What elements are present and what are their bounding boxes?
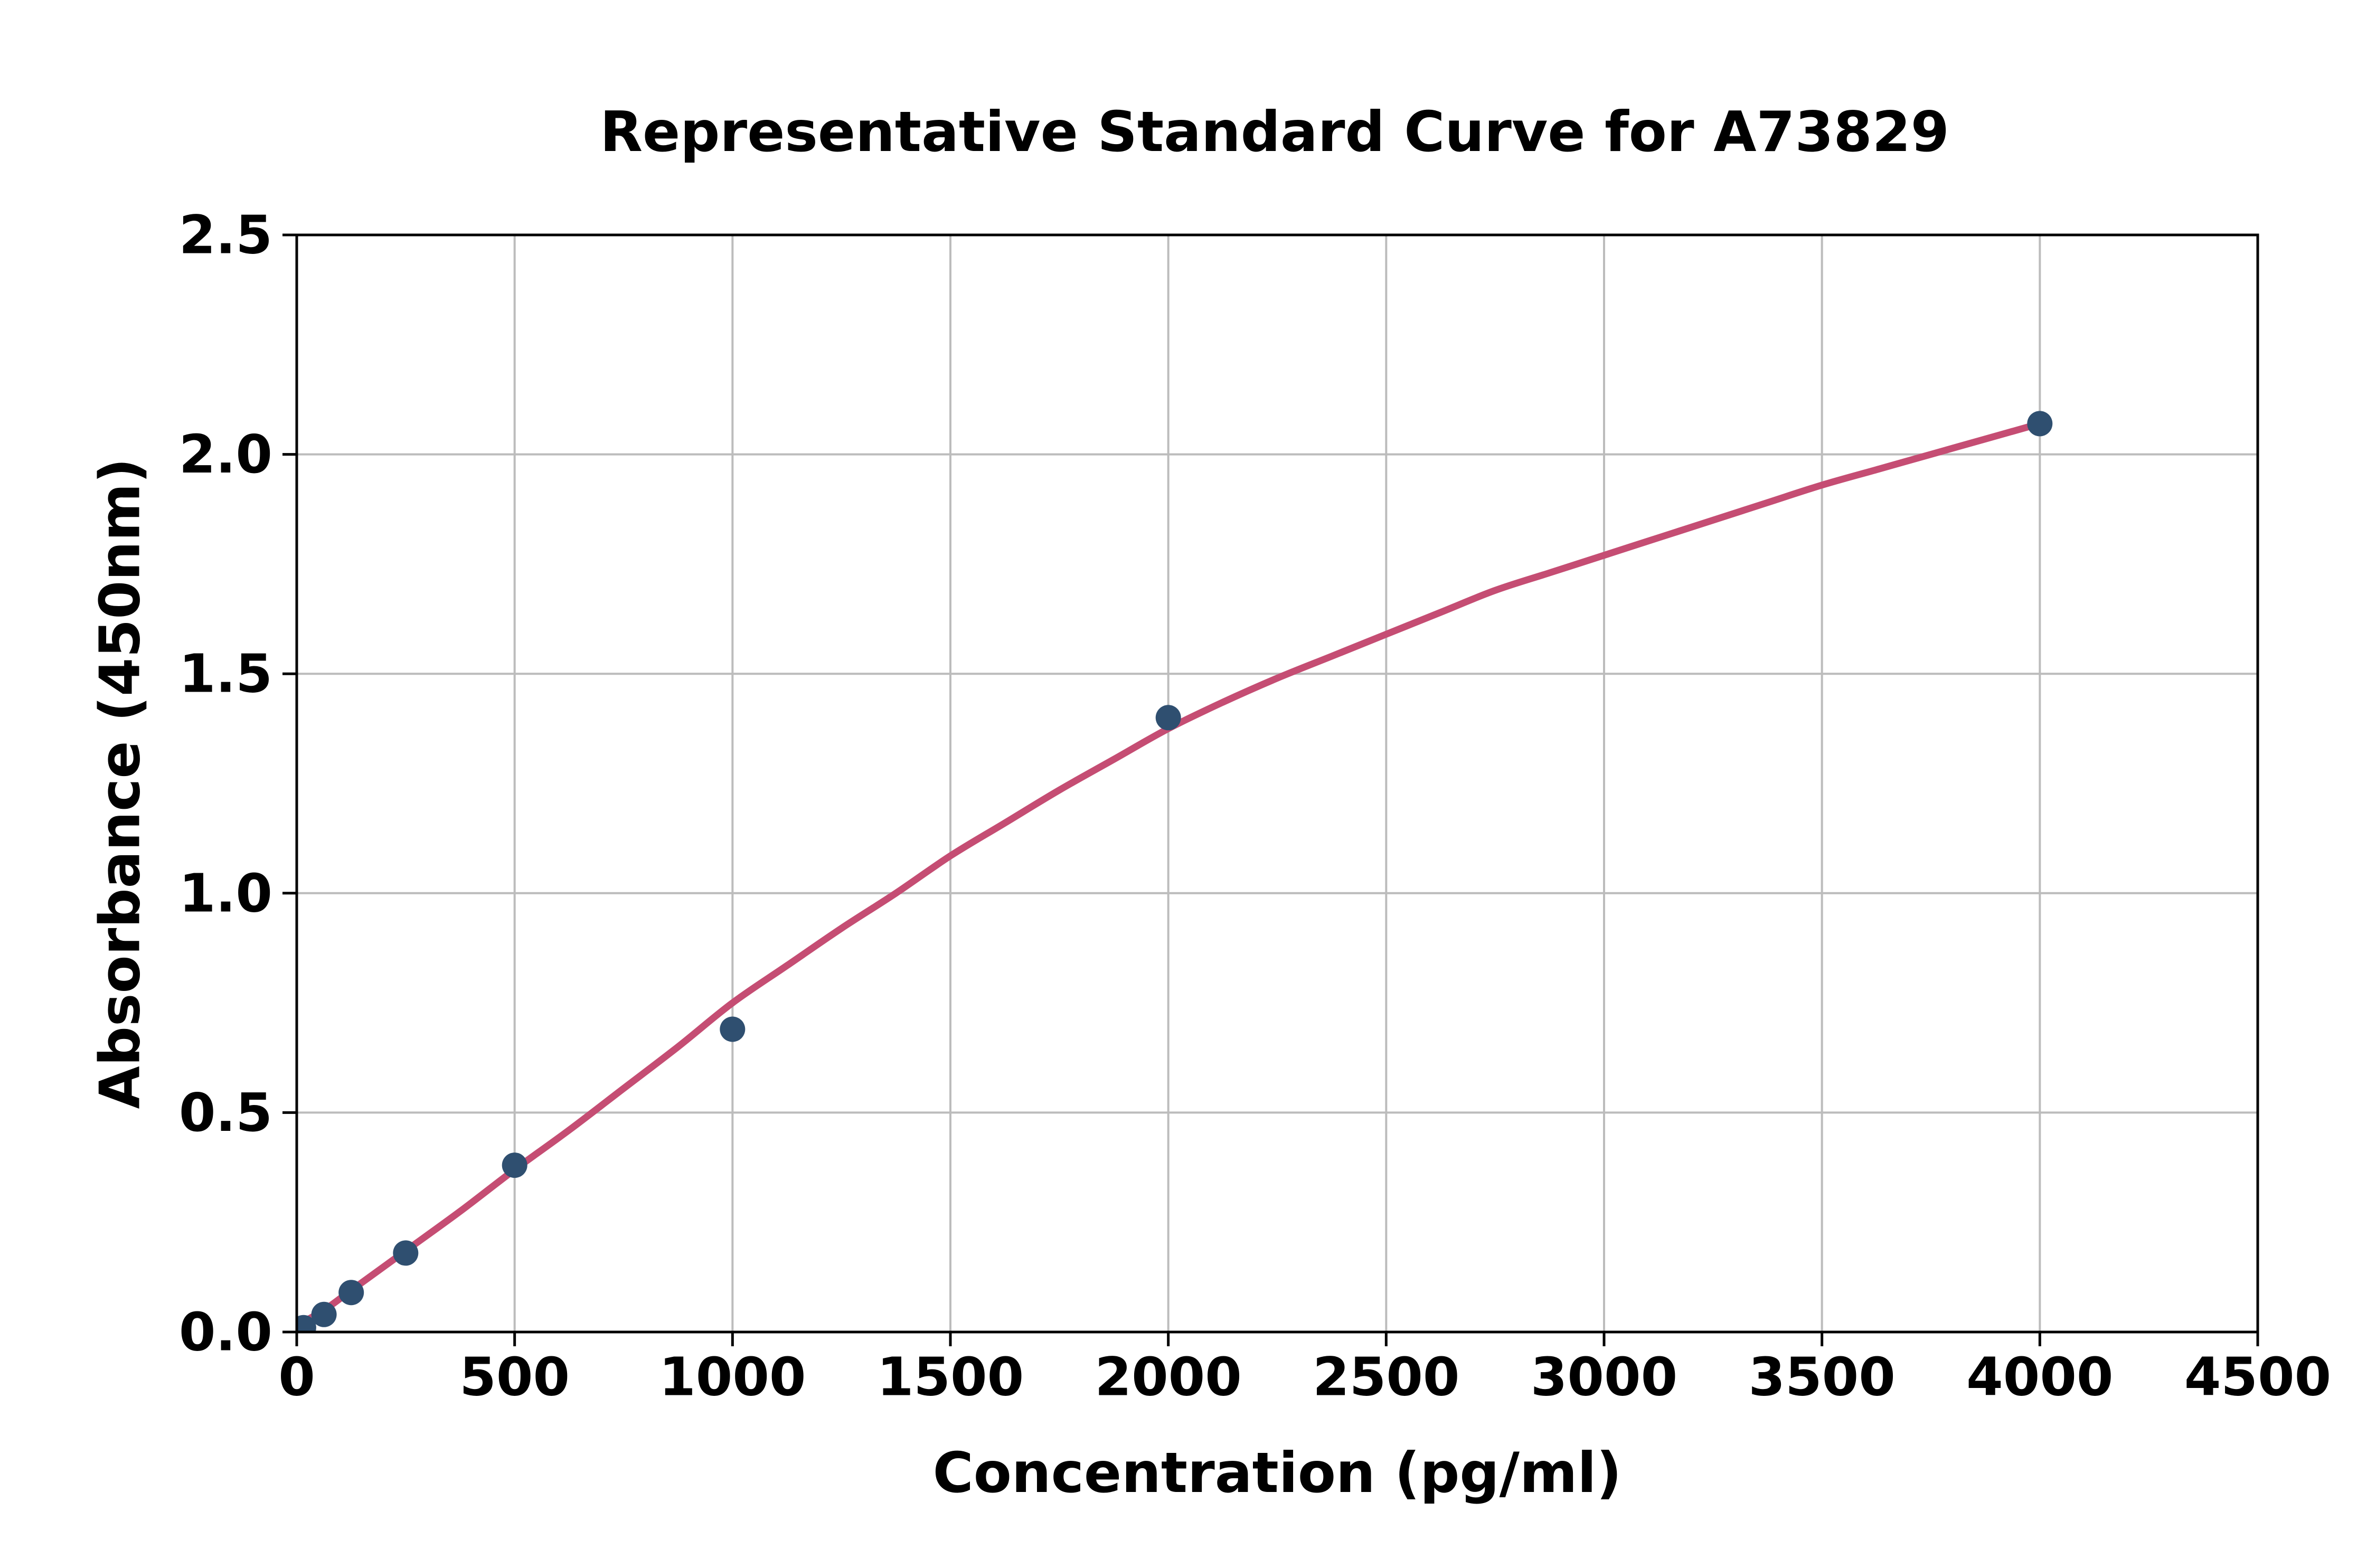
x-tick-label: 1000 (659, 1346, 806, 1408)
y-tick-label: 0.5 (179, 1082, 272, 1144)
data-layer (297, 411, 2053, 1332)
data-point (311, 1301, 337, 1327)
x-tick-label: 1500 (877, 1346, 1024, 1408)
chart-title: Representative Standard Curve for A73829 (600, 100, 1949, 164)
data-point (338, 1280, 364, 1306)
x-tick-label: 3000 (1531, 1346, 1677, 1408)
y-tick-label: 1.5 (179, 643, 272, 705)
x-tick-label: 4500 (2184, 1346, 2331, 1408)
x-axis-label: Concentration (pg/ml) (932, 1441, 1622, 1505)
y-tick-label: 2.5 (179, 204, 272, 266)
y-tick-label: 2.0 (179, 423, 272, 485)
x-tick-label: 3500 (1749, 1346, 1896, 1408)
plot-border (295, 233, 2259, 1334)
data-point (720, 1016, 746, 1042)
data-point (2027, 411, 2053, 437)
y-tick-label: 0.0 (179, 1301, 272, 1363)
y-tick-label: 1.0 (179, 862, 272, 924)
x-tick-label: 4000 (1966, 1346, 2113, 1408)
data-point (1155, 705, 1181, 731)
data-point (393, 1240, 419, 1266)
data-point (502, 1153, 527, 1178)
x-tick-label: 2000 (1095, 1346, 1242, 1408)
x-tick-label: 0 (278, 1346, 315, 1408)
x-tick-label: 2500 (1313, 1346, 1459, 1408)
fit-curve (297, 420, 2043, 1329)
x-tick-label: 500 (459, 1346, 570, 1408)
data-point (297, 1315, 316, 1332)
